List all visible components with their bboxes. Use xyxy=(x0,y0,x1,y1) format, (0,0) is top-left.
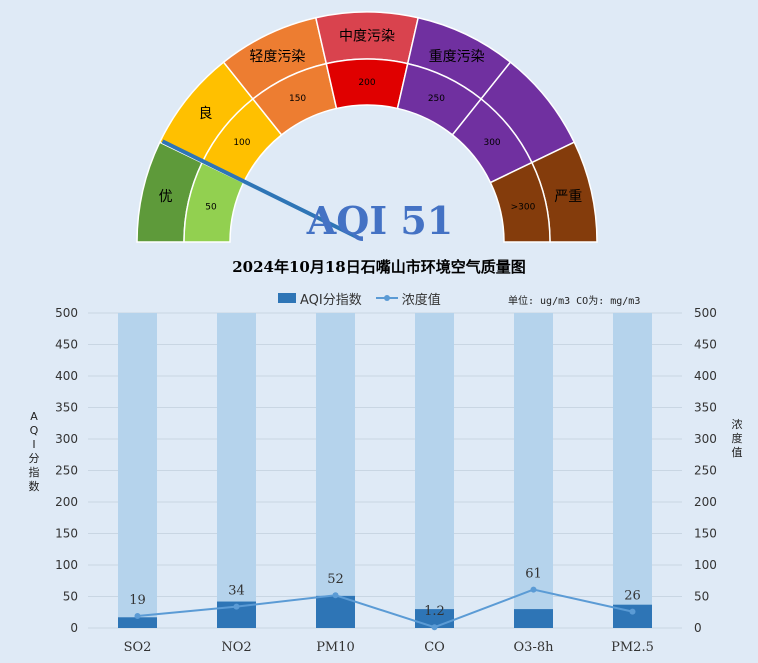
gauge-inner-label-5: 300 xyxy=(483,138,500,148)
y2-tick-label: 50 xyxy=(694,590,709,604)
concentration-data-label: 61 xyxy=(525,567,542,582)
legend-line-swatch xyxy=(375,293,398,303)
y2-tick-label: 450 xyxy=(694,338,717,352)
concentration-data-label: 34 xyxy=(228,584,245,599)
gauge-aqi-value: AQI 51 xyxy=(306,198,453,243)
y-tick-label: 500 xyxy=(55,306,78,320)
y-tick-label: 100 xyxy=(55,558,78,572)
concentration-point xyxy=(629,608,636,615)
background-bar xyxy=(217,313,256,628)
aqi-bar xyxy=(316,595,355,628)
aqi-bar xyxy=(613,604,652,628)
x-tick-label: NO2 xyxy=(221,640,251,655)
y-tick-label: 150 xyxy=(55,527,78,541)
y-tick-label: 450 xyxy=(55,338,78,352)
legend-bar-swatch xyxy=(278,293,296,303)
concentration-data-label: 26 xyxy=(624,589,641,604)
gauge-inner-label-3: 200 xyxy=(358,78,375,88)
y2-tick-label: 150 xyxy=(694,527,717,541)
y2-tick-label: 350 xyxy=(694,401,717,415)
x-tick-label: CO xyxy=(424,640,445,655)
background-bar xyxy=(316,313,355,628)
concentration-data-label: 19 xyxy=(129,593,146,608)
y-tick-label: 50 xyxy=(63,590,78,604)
gauge-inner-label-1: 100 xyxy=(233,138,250,148)
gauge-outer-label-6: 严重 xyxy=(554,189,582,205)
concentration-point xyxy=(332,592,339,599)
y-tick-label: 200 xyxy=(55,495,78,509)
gauge-outer-label-0: 优 xyxy=(159,189,173,205)
right-axis-label: 浓度值 xyxy=(731,418,743,459)
concentration-point xyxy=(134,613,141,620)
gauge-outer-label-3: 中度污染 xyxy=(339,29,395,45)
gauge-outer-label-4: 重度污染 xyxy=(429,49,485,65)
y2-tick-label: 500 xyxy=(694,306,717,320)
y-tick-label: 0 xyxy=(70,621,78,635)
y2-tick-label: 200 xyxy=(694,495,717,509)
legend: AQI分指数 浓度值 xyxy=(278,290,441,308)
y-tick-label: 400 xyxy=(55,369,78,383)
y-tick-label: 300 xyxy=(55,432,78,446)
concentration-point xyxy=(530,586,537,593)
background-bar xyxy=(415,313,454,628)
gauge-inner-label-4: 250 xyxy=(428,94,445,104)
legend-label-concentration: 浓度值 xyxy=(401,292,441,308)
y2-tick-label: 300 xyxy=(694,432,717,446)
aqi-bar xyxy=(415,609,454,628)
background-bar xyxy=(514,313,553,628)
background-bar xyxy=(118,313,157,628)
aqi-gauge: 优 50 良 100 轻度污染 150 中度污染 200 重度污染 250 300 严重 >300 AQI… xyxy=(136,11,598,243)
y2-tick-label: 400 xyxy=(694,369,717,383)
gauge-inner-label-2: 150 xyxy=(289,94,306,104)
legend-label-aqi: AQI分指数 xyxy=(300,292,362,308)
gauge-inner-label-6: >300 xyxy=(511,202,536,212)
concentration-data-label: 1.2 xyxy=(424,604,445,619)
gauge-outer-label-1: 良 xyxy=(199,106,213,122)
y2-tick-label: 100 xyxy=(694,558,717,572)
concentration-line xyxy=(137,588,633,629)
gauge-inner-label-0: 50 xyxy=(205,202,217,212)
y-tick-label: 350 xyxy=(55,401,78,415)
y-tick-label: 250 xyxy=(55,464,78,478)
background-bar xyxy=(613,313,652,628)
gauge-outer-label-2: 轻度污染 xyxy=(249,49,305,65)
y2-tick-label: 0 xyxy=(694,621,702,635)
aqi-bar xyxy=(217,601,256,628)
aqi-bar xyxy=(118,617,157,628)
concentration-point xyxy=(431,624,438,631)
gauge-needle xyxy=(161,139,359,240)
x-tick-label: PM2.5 xyxy=(611,640,654,655)
x-tick-label: PM10 xyxy=(316,640,355,655)
concentration-point xyxy=(233,603,240,610)
unit-note: 单位: ug/m3 CO为: mg/m3 xyxy=(508,296,641,307)
y2-tick-label: 250 xyxy=(694,464,717,478)
aqi-bar xyxy=(514,609,553,628)
gauge-inner-band-6 xyxy=(489,161,551,243)
concentration-data-label: 52 xyxy=(327,572,344,587)
chart-title: 2024年10月18日石嘴山市环境空气质量图 xyxy=(232,258,526,276)
x-tick-label: SO2 xyxy=(124,640,152,655)
x-tick-label: O3-8h xyxy=(514,640,555,655)
